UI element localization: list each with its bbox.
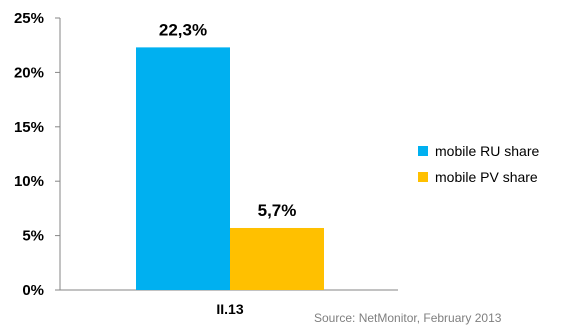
legend-item-pv: mobile PV share (418, 164, 539, 190)
bar-pv (230, 227, 324, 290)
source-note: Source: NetMonitor, February 2013 (314, 311, 502, 325)
y-tick-label: 5% (22, 228, 44, 245)
y-tick-label: 10% (14, 173, 44, 190)
data-label-pv: 5,7% (258, 201, 297, 220)
bar-ru (136, 47, 230, 290)
y-tick-label: 20% (14, 64, 44, 81)
y-tick-label: 25% (14, 10, 44, 27)
legend-label-pv: mobile PV share (435, 169, 538, 185)
y-tick-label: 0% (22, 282, 44, 299)
category-label: II.13 (216, 301, 243, 317)
legend-swatch-pv (418, 172, 428, 182)
legend-item-ru: mobile RU share (418, 138, 539, 164)
legend-label-ru: mobile RU share (435, 143, 540, 159)
legend-swatch-ru (418, 146, 428, 156)
data-labels: 22,3% 5,7% (159, 20, 296, 220)
legend: mobile RU share mobile PV share (418, 138, 539, 190)
y-tick-label: 15% (14, 119, 44, 136)
bars (136, 47, 324, 290)
data-label-ru: 22,3% (159, 20, 207, 39)
y-tick-labels: 0% 5% 10% 15% 20% 25% (14, 10, 60, 299)
